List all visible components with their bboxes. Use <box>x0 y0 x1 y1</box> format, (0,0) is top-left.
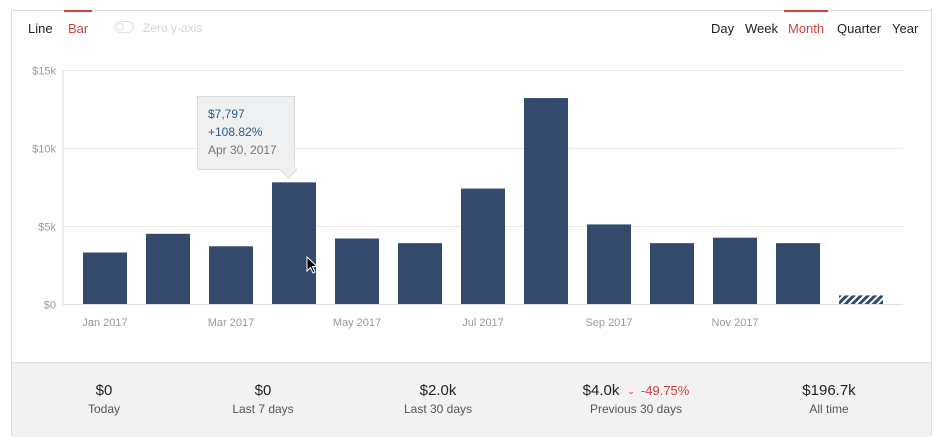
bar[interactable] <box>461 188 505 304</box>
chart-type-line-tab[interactable]: Line <box>28 21 53 36</box>
bar-tooltip: $7,797 +108.82% Apr 30, 2017 <box>197 96 298 179</box>
zero-y-axis-label: Zero y-axis <box>143 21 203 35</box>
bar[interactable] <box>650 243 694 304</box>
y-tick-label: $0 <box>44 300 56 312</box>
stat-label: Last 7 days <box>232 402 294 416</box>
stat-label: All time <box>809 402 849 416</box>
bar[interactable] <box>776 243 820 304</box>
chart-toolbar: Line Bar Zero y-axis Day Week Month Quar… <box>12 10 931 45</box>
mouse-cursor-icon <box>306 256 318 274</box>
stat-delta: -49.75% <box>640 383 690 398</box>
stat-value: $196.7k <box>802 382 856 399</box>
bar[interactable] <box>587 224 631 304</box>
stat-last-7-days: $0 Last 7 days <box>232 382 293 416</box>
stat-value: $0 <box>95 382 113 399</box>
bar[interactable] <box>146 233 190 304</box>
revenue-card: Line Bar Zero y-axis Day Week Month Quar… <box>11 10 932 437</box>
stat-value: $2.0k <box>419 382 457 399</box>
chart-type-bar-tab[interactable]: Bar <box>63 10 93 36</box>
period-day-tab[interactable]: Day <box>711 21 735 36</box>
stat-value-row: $4.0k ⌄ -49.75% <box>583 382 690 399</box>
bar[interactable] <box>524 98 568 304</box>
period-quarter-tab[interactable]: Quarter <box>837 21 882 36</box>
y-tick-label: $15k <box>32 66 56 78</box>
x-tick-label: Jul 2017 <box>462 317 504 329</box>
x-tick-label: Mar 2017 <box>208 317 254 329</box>
tooltip-change: +108.82% <box>208 125 263 139</box>
x-tick-label: Jan 2017 <box>82 317 127 329</box>
stat-previous-30-days: $4.0k ⌄ -49.75% Previous 30 days <box>583 382 690 416</box>
stat-last-30-days: $2.0k Last 30 days <box>404 382 472 416</box>
chevron-down-icon: ⌄ <box>627 386 635 396</box>
stat-value: $4.0k <box>582 382 620 399</box>
bar[interactable] <box>713 237 757 304</box>
y-tick-label: $5k <box>38 222 56 234</box>
x-tick-label: Sep 2017 <box>585 317 632 329</box>
bar[interactable] <box>335 238 379 304</box>
y-tick-label: $10k <box>32 144 56 156</box>
bar[interactable] <box>398 243 442 304</box>
period-week-tab[interactable]: Week <box>745 21 778 36</box>
stat-all-time: $196.7k All time <box>802 382 855 416</box>
stat-label: Today <box>87 402 121 416</box>
zero-y-axis-toggle[interactable] <box>114 21 134 33</box>
x-tick-label: Nov 2017 <box>711 317 758 329</box>
x-tick-label: May 2017 <box>333 317 381 329</box>
period-month-tab[interactable]: Month <box>783 10 829 36</box>
bar[interactable] <box>272 182 316 304</box>
stats-bar: $0 Today $0 Last 7 days $2.0k Last 30 da… <box>12 362 931 437</box>
bar[interactable] <box>209 246 253 304</box>
stat-value: $0 <box>254 382 272 399</box>
bar-chart: $0 $5k $10k $15k Jan 2017 Mar 2017 May 2017 Jul… <box>32 66 903 329</box>
stat-today: $0 Today <box>88 382 120 416</box>
bar-partial[interactable] <box>839 295 883 304</box>
tooltip-value: $7,797 <box>208 107 245 121</box>
bar[interactable] <box>83 252 127 304</box>
stat-label: Previous 30 days <box>589 402 683 416</box>
tooltip-date: Apr 30, 2017 <box>208 143 277 157</box>
toggle-knob <box>116 23 124 31</box>
period-year-tab[interactable]: Year <box>892 21 919 36</box>
stat-label: Last 30 days <box>403 402 473 416</box>
